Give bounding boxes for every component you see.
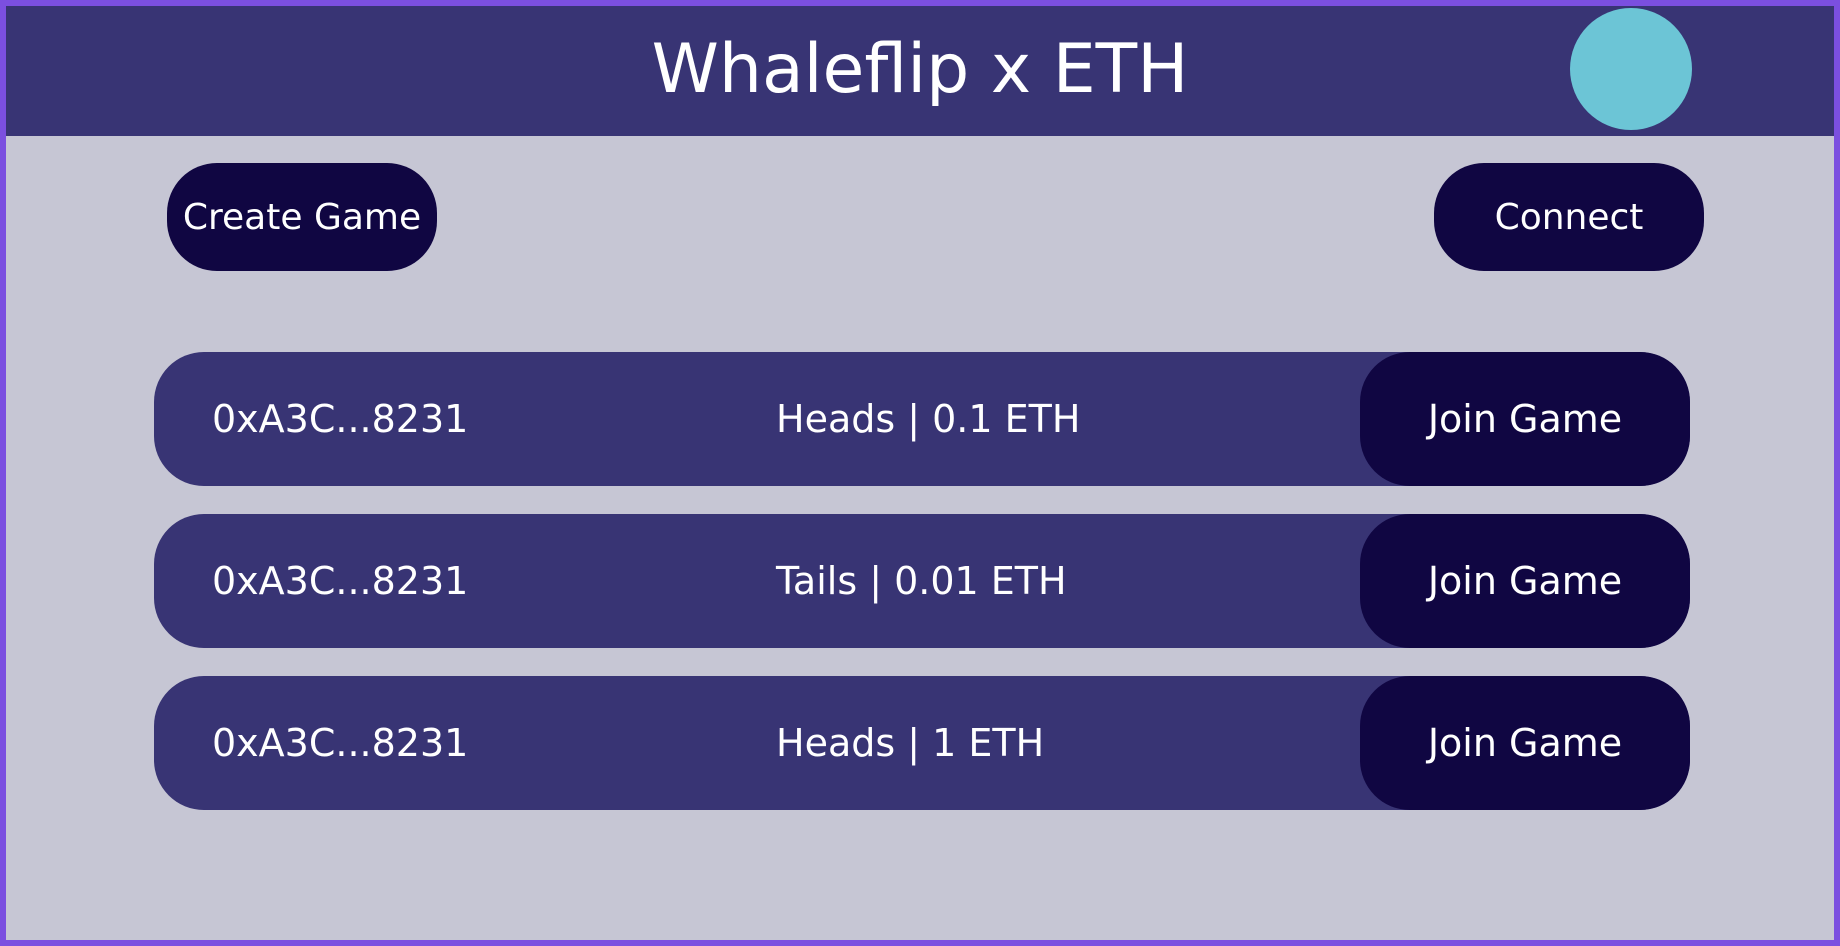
- join-game-button[interactable]: Join Game: [1360, 352, 1690, 486]
- join-game-button[interactable]: Join Game: [1360, 514, 1690, 648]
- game-bet: Tails | 0.01 ETH: [776, 559, 1067, 603]
- game-address: 0xA3C...8231: [212, 397, 469, 441]
- header-bar: Whaleflip x ETH: [6, 6, 1834, 136]
- game-row: 0xA3C...8231 Heads | 0.1 ETH Join Game: [154, 352, 1690, 486]
- game-address: 0xA3C...8231: [212, 559, 469, 603]
- connect-button[interactable]: Connect: [1434, 163, 1704, 271]
- game-bet: Heads | 0.1 ETH: [776, 397, 1081, 441]
- game-address: 0xA3C...8231: [212, 721, 469, 765]
- game-bet: Heads | 1 ETH: [776, 721, 1045, 765]
- join-game-button[interactable]: Join Game: [1360, 676, 1690, 810]
- game-row: 0xA3C...8231 Tails | 0.01 ETH Join Game: [154, 514, 1690, 648]
- page-title: Whaleflip x ETH: [651, 30, 1189, 109]
- avatar[interactable]: [1570, 8, 1692, 130]
- create-game-button[interactable]: Create Game: [167, 163, 437, 271]
- game-row: 0xA3C...8231 Heads | 1 ETH Join Game: [154, 676, 1690, 810]
